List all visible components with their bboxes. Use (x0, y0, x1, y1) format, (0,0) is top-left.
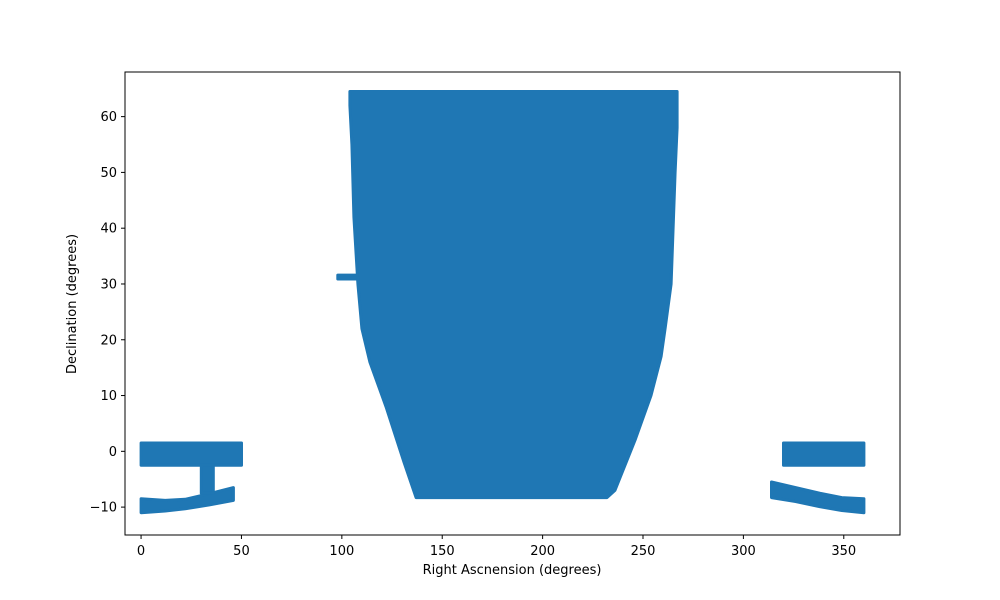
x-axis-label: Right Ascnension (degrees) (423, 563, 602, 578)
x-tick-label: 150 (430, 544, 455, 559)
data-region-stripe-320-dec-0 (782, 441, 866, 467)
data-region-group (139, 90, 866, 515)
x-tick-label: 200 (530, 544, 555, 559)
x-tick-label: 0 (137, 544, 145, 559)
y-tick-label: −10 (90, 501, 117, 516)
y-tick-label: 30 (100, 277, 117, 292)
y-tick-label: 60 (100, 110, 117, 125)
y-tick-label: 0 (109, 445, 117, 460)
data-region-connector-ra-30 (199, 463, 215, 495)
x-tick-label: 300 (731, 544, 756, 559)
x-tick-label: 100 (329, 544, 354, 559)
data-region-stripe-0-dec-0 (139, 441, 243, 467)
data-region-main-footprint (348, 90, 679, 500)
x-tick-label: 250 (631, 544, 656, 559)
y-axis-label: Declination (degrees) (65, 234, 80, 374)
y-axis-ticks: −10 0 10 20 30 40 50 60 (90, 110, 125, 516)
x-tick-label: 350 (831, 544, 856, 559)
y-tick-label: 50 (100, 166, 117, 181)
y-tick-label: 20 (100, 333, 117, 348)
data-region-stripe-0-dec-minus10 (139, 486, 235, 515)
y-tick-label: 40 (100, 222, 117, 237)
data-region-isolated-strip-dec-31 (336, 273, 360, 281)
plot-area-frame (124, 71, 901, 536)
data-region-stripe-315-dec-minus10 (770, 480, 866, 515)
x-tick-label: 50 (233, 544, 250, 559)
y-tick-label: 10 (100, 389, 117, 404)
x-axis-ticks: 0 50 100 150 200 250 300 350 (137, 535, 856, 559)
